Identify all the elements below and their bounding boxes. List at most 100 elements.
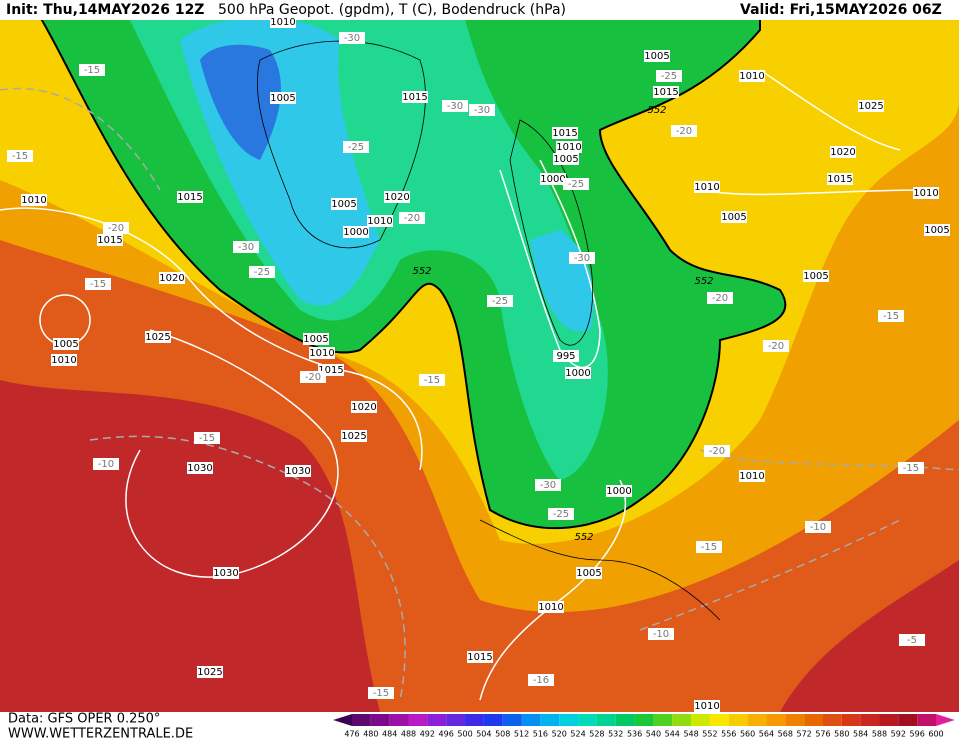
temperature-label-box	[696, 541, 722, 553]
temperature-label-box	[368, 687, 394, 699]
geopotential-label: 552	[694, 276, 713, 287]
pressure-label: 1025	[197, 667, 222, 678]
colorbar-tick-label: 568	[778, 730, 793, 739]
temperature-label-box	[563, 178, 589, 190]
temperature-label: -30	[447, 101, 463, 112]
temperature-label: -20	[305, 372, 321, 383]
colorbar-tick-label: 556	[721, 730, 736, 739]
pressure-label: 1010	[739, 471, 764, 482]
pressure-label: 1005	[924, 225, 949, 236]
temperature-label: -30	[574, 253, 590, 264]
colorbar-tick-label: 592	[891, 730, 906, 739]
pressure-label-box	[270, 92, 296, 104]
colorbar-swatch	[521, 714, 541, 726]
colorbar-swatch	[502, 714, 522, 726]
temperature-label-box	[569, 252, 595, 264]
colorbar-swatch	[427, 714, 447, 726]
pressure-label: 1025	[145, 332, 170, 343]
temperature-label: -15	[199, 433, 215, 444]
pressure-label: 1010	[367, 216, 392, 227]
temperature-label-box	[671, 125, 697, 137]
pressure-label: 1015	[318, 365, 343, 376]
temperature-label: -25	[661, 71, 677, 82]
pressure-label-box	[538, 601, 564, 613]
colorbar-tick-label: 516	[533, 730, 548, 739]
temperature-label-box	[469, 104, 495, 116]
pressure-label: 1010	[51, 355, 76, 366]
temperature-label: -15	[84, 65, 100, 76]
temperature-label: -30	[344, 33, 360, 44]
colorbar-swatch	[822, 714, 842, 726]
colorbar-tick-label: 512	[514, 730, 529, 739]
colorbar-tick-label: 504	[476, 730, 491, 739]
colorbar-tick-label: 564	[759, 730, 774, 739]
pressure-label-box	[803, 270, 829, 282]
pressure-label: 1005	[53, 339, 78, 350]
colorbar-tick-label: 524	[570, 730, 585, 739]
colorbar-swatch	[615, 714, 635, 726]
temperature-label-box	[442, 100, 468, 112]
pressure-label-box	[53, 338, 79, 350]
init-time: Init: Thu,14MAY2026 12Z	[6, 2, 204, 18]
pressure-label-box	[351, 401, 377, 413]
pressure-label-box	[644, 50, 670, 62]
temperature-label: -30	[540, 480, 556, 491]
pressure-label-box	[576, 567, 602, 579]
temperature-label-box	[343, 141, 369, 153]
pressure-label-box	[858, 100, 884, 112]
temperature-label: -20	[709, 446, 725, 457]
pressure-label: 1010	[694, 182, 719, 193]
temperature-label-box	[898, 462, 924, 474]
pressure-label: 1030	[187, 463, 212, 474]
colorbar-swatch	[917, 714, 936, 726]
pressure-label: 1025	[858, 101, 883, 112]
pressure-label-box	[739, 470, 765, 482]
pressure-label-box	[159, 272, 185, 284]
pressure-label-box	[694, 181, 720, 193]
colorbar-tick-label: 492	[420, 730, 435, 739]
temperature-label: -10	[98, 459, 114, 470]
colorbar-swatch	[634, 714, 654, 726]
pressure-label: 1010	[694, 701, 719, 712]
pressure-label: 1000	[540, 174, 565, 185]
colorbar-swatch	[559, 714, 579, 726]
colorbar-swatch	[653, 714, 673, 726]
colorbar-swatch	[672, 714, 692, 726]
temperature-label: -20	[676, 126, 692, 137]
pressure-label-box	[341, 430, 367, 442]
temperature-label-box	[93, 458, 119, 470]
colorbar-swatch	[898, 714, 918, 726]
temperature-label-box	[528, 674, 554, 686]
colorbar-arrow	[333, 714, 352, 726]
colorbar-swatch	[691, 714, 710, 726]
pressure-label: 1015	[653, 87, 678, 98]
colorbar-swatch	[352, 714, 371, 726]
temperature-label: -30	[474, 105, 490, 116]
colorbar-tick-label: 560	[740, 730, 755, 739]
colorbar-swatch	[804, 714, 823, 726]
temperature-label: -20	[404, 213, 420, 224]
site-name: WWW.WETTERZENTRALE.DE	[8, 727, 193, 741]
isotherms	[0, 87, 959, 701]
colorbar-tick-label: 596	[910, 730, 925, 739]
pressure-label: 1015	[402, 92, 427, 103]
colorbar-tick-label: 508	[495, 730, 510, 739]
pressure-label: 1015	[467, 652, 492, 663]
pressure-label-box	[467, 651, 493, 663]
pressure-label-box	[653, 86, 679, 98]
colorbar-tick-label: 532	[608, 730, 623, 739]
temperature-label: -10	[653, 629, 669, 640]
pressure-label: 1015	[552, 128, 577, 139]
colorbar-tick-label: 540	[646, 730, 661, 739]
colorbar-swatch	[370, 714, 390, 726]
pressure-label-box	[331, 198, 357, 210]
pressure-label-box	[924, 224, 950, 236]
valid-time: Valid: Fri,15MAY2026 06Z	[740, 2, 942, 18]
colorbar-swatch	[465, 714, 484, 726]
colorbar-swatch	[408, 714, 428, 726]
geopotential-label: 552	[574, 532, 593, 543]
field	[0, 0, 959, 712]
pressure-label-box	[606, 485, 632, 497]
colorbar-tick-label: 600	[928, 730, 943, 739]
pressure-label: 1010	[556, 142, 581, 153]
